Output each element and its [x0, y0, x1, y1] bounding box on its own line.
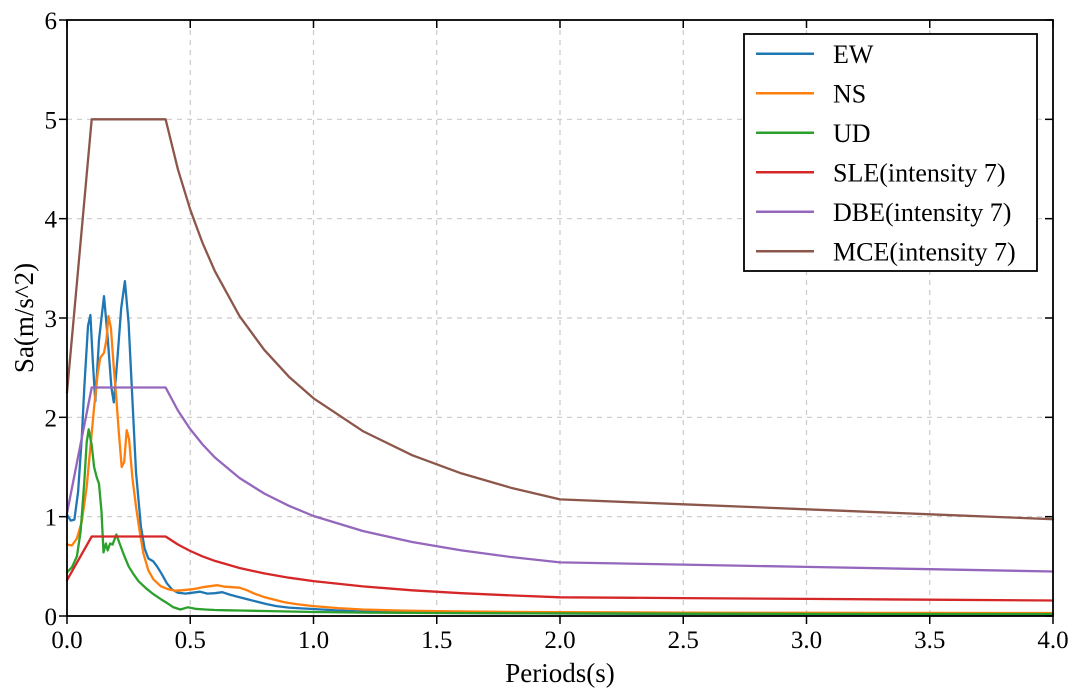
legend-label-ns: NS — [833, 79, 866, 108]
svg-text:6: 6 — [45, 8, 58, 35]
svg-text:4.0: 4.0 — [1037, 627, 1068, 654]
x-tick-labels: 0.0 0.5 1.0 1.5 2.0 2.5 3.0 3.5 4.0 — [51, 627, 1068, 654]
svg-text:0.5: 0.5 — [175, 627, 206, 654]
legend-entry-dbe-intensity-7: DBE(intensity 7) — [756, 198, 1011, 227]
series-ud — [65, 428, 1055, 616]
legend-entry-mce-intensity-7: MCE(intensity 7) — [756, 237, 1016, 266]
svg-text:2: 2 — [45, 405, 58, 432]
legend-label-sle-intensity-7: SLE(intensity 7) — [833, 158, 1006, 187]
svg-text:3.0: 3.0 — [791, 627, 822, 654]
legend-box — [743, 33, 1038, 272]
y-axis-label: Sa(m/s^2) — [9, 263, 39, 373]
svg-text:1: 1 — [45, 505, 58, 532]
series-mce-intensity-7 — [65, 118, 1055, 521]
svg-text:2.5: 2.5 — [668, 627, 699, 654]
svg-text:2.0: 2.0 — [544, 627, 575, 654]
legend: EW NS UD SLE(intensity 7) DBE(intensity 7) MC… — [743, 33, 1038, 272]
series-sle-intensity-7 — [65, 535, 1055, 602]
svg-text:0.0: 0.0 — [51, 627, 82, 654]
legend-label-dbe-intensity-7: DBE(intensity 7) — [833, 198, 1011, 227]
y-tick-labels: 0 1 2 3 4 5 6 — [45, 8, 58, 631]
series-ns — [65, 314, 1055, 615]
svg-text:0: 0 — [45, 604, 58, 631]
legend-label-mce-intensity-7: MCE(intensity 7) — [833, 237, 1016, 266]
svg-text:5: 5 — [45, 107, 58, 134]
svg-text:1.0: 1.0 — [298, 627, 329, 654]
legend-entry-sle-intensity-7: SLE(intensity 7) — [756, 158, 1006, 187]
series-dbe-intensity-7 — [65, 386, 1055, 573]
svg-text:3.5: 3.5 — [914, 627, 945, 654]
svg-text:1.5: 1.5 — [421, 627, 452, 654]
legend-entry-ns: NS — [756, 79, 866, 108]
svg-text:3: 3 — [45, 306, 58, 333]
legend-entry-ew: EW — [756, 40, 874, 69]
legend-label-ew: EW — [833, 40, 874, 69]
svg-text:4: 4 — [45, 207, 58, 234]
legend-entry-ud: UD — [756, 119, 871, 148]
legend-label-ud: UD — [833, 119, 871, 148]
axis-ticks — [59, 19, 1054, 624]
x-axis-label: Periods(s) — [505, 658, 615, 688]
